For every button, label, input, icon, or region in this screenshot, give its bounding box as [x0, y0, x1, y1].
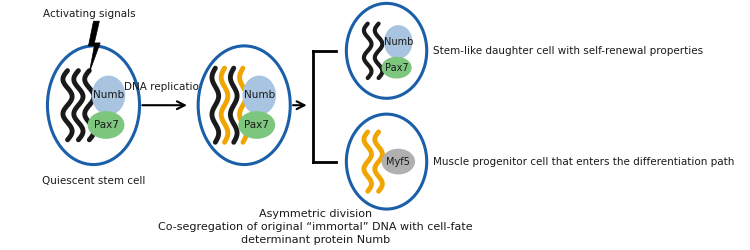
Text: DNA replication: DNA replication	[124, 82, 206, 92]
Ellipse shape	[88, 111, 124, 139]
Text: Stem-like daughter cell with self-renewal properties: Stem-like daughter cell with self-renewa…	[433, 46, 703, 56]
Text: Quiescent stem cell: Quiescent stem cell	[42, 176, 146, 186]
Ellipse shape	[47, 46, 140, 164]
Text: Myf5: Myf5	[386, 156, 410, 166]
Text: Pax7: Pax7	[244, 120, 269, 130]
Text: Asymmetric division: Asymmetric division	[259, 209, 372, 219]
Text: Activating signals: Activating signals	[43, 9, 136, 19]
Ellipse shape	[198, 46, 290, 164]
Circle shape	[384, 25, 412, 59]
Text: Co-segregation of original “immortal” DNA with cell-fate: Co-segregation of original “immortal” DN…	[158, 222, 473, 232]
Text: Pax7: Pax7	[94, 120, 118, 130]
Text: Pax7: Pax7	[385, 63, 409, 73]
Circle shape	[92, 76, 125, 115]
Ellipse shape	[346, 3, 427, 98]
Polygon shape	[88, 21, 101, 72]
Circle shape	[242, 76, 276, 115]
Text: Numb: Numb	[383, 37, 413, 47]
Ellipse shape	[346, 114, 427, 209]
Text: Numb: Numb	[244, 90, 274, 100]
Ellipse shape	[382, 57, 412, 78]
Text: Numb: Numb	[93, 90, 124, 100]
Text: Muscle progenitor cell that enters the differentiation path: Muscle progenitor cell that enters the d…	[433, 156, 734, 166]
Ellipse shape	[382, 149, 415, 174]
Text: determinant protein Numb: determinant protein Numb	[241, 235, 390, 245]
Ellipse shape	[238, 111, 275, 139]
